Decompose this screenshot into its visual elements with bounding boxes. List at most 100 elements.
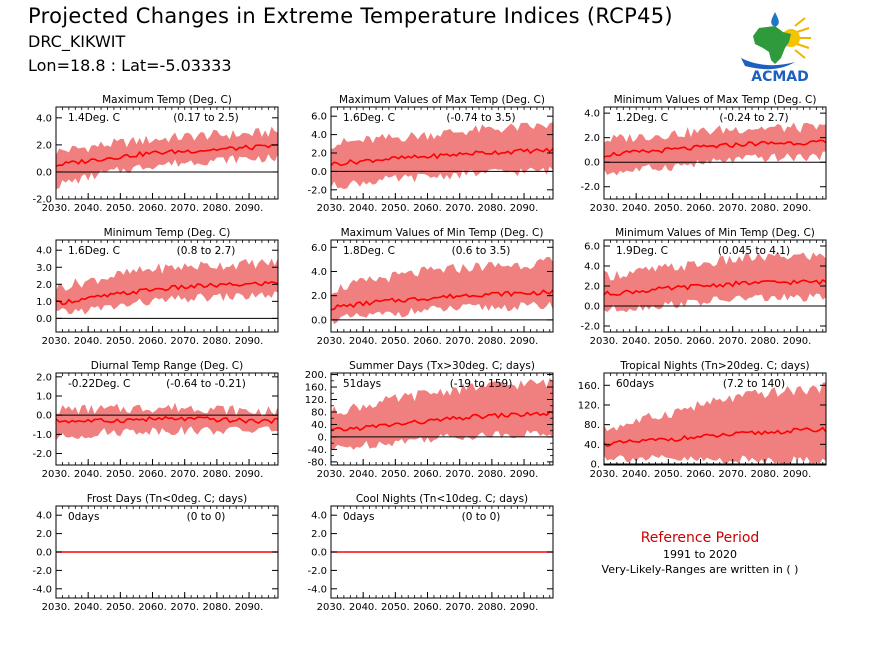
y-tick-label: 4.0 (311, 511, 327, 522)
likely-range-band (331, 377, 553, 450)
y-tick-label: -1.0 (32, 430, 52, 441)
panel-title: Maximum Temp (Deg. C) (102, 94, 232, 106)
x-tick-label: 2080. (203, 469, 232, 480)
x-tick-label: 2040. (349, 203, 378, 214)
reference-box: Reference Period 1991 to 2020 Very-Likel… (580, 530, 820, 576)
x-tick-label: 2030. (590, 203, 619, 214)
y-tick-label: 0.0 (584, 302, 600, 313)
x-tick-label: 2090. (783, 336, 812, 347)
plot-frame (55, 106, 279, 200)
reference-note: Very-Likely-Ranges are written in ( ) (601, 563, 799, 576)
panel-value-label: 51days (343, 378, 381, 390)
station-coordinates: Lon=18.8 : Lat=-5.03333 (28, 56, 232, 75)
plot-frame (330, 239, 554, 333)
x-tick-label: 2080. (751, 203, 780, 214)
y-tick-label: -4.0 (32, 584, 52, 595)
x-tick-label: 2060. (138, 469, 167, 480)
y-tick-label: 0.0 (311, 167, 327, 178)
y-tick-label: 4.0 (36, 246, 52, 257)
x-tick-label: 2050. (654, 336, 683, 347)
reference-title: Reference Period (640, 530, 760, 546)
x-tick-label: 2060. (138, 336, 167, 347)
x-tick-label: 2060. (686, 336, 715, 347)
likely-range-band (604, 251, 826, 313)
x-tick-label: 2090. (783, 469, 812, 480)
x-tick-label: 2040. (74, 602, 103, 613)
x-tick-label: 2040. (622, 469, 651, 480)
y-tick-label: 160. (305, 383, 327, 394)
x-tick-label: 2030. (42, 602, 71, 613)
y-tick-label: 0.0 (584, 158, 600, 169)
page-title: Projected Changes in Extreme Temperature… (28, 4, 673, 28)
x-tick-label: 2070. (718, 336, 747, 347)
y-tick-label: 120. (305, 395, 327, 406)
y-tick-label: 6.0 (311, 243, 327, 254)
x-tick-label: 2080. (751, 336, 780, 347)
x-tick-label: 2080. (478, 602, 507, 613)
panel-title: Frost Days (Tn<0deg. C; days) (87, 493, 247, 505)
y-tick-label: 4.0 (311, 267, 327, 278)
y-tick-label: 0.0 (36, 314, 52, 325)
panel-title: Minimum Values of Max Temp (Deg. C) (614, 94, 817, 106)
y-tick-label: -2.0 (32, 566, 52, 577)
panel-value-label: 0days (343, 511, 374, 523)
panel-dtr: 2030. 2040. 2050. 2060. 2070. 2080. 2090. -2.0 -… (32, 360, 279, 480)
median-line (330, 147, 554, 167)
y-tick-label: 2.0 (36, 372, 52, 383)
plot-frame (55, 372, 279, 466)
x-tick-label: 2030. (590, 336, 619, 347)
likely-range-band (56, 126, 278, 189)
panel-title: Cool Nights (Tn<10deg. C; days) (356, 493, 528, 505)
y-tick-label: 2.0 (36, 280, 52, 291)
x-tick-label: 2090. (510, 203, 539, 214)
y-tick-label: -4.0 (307, 584, 327, 595)
x-tick-label: 2080. (478, 336, 507, 347)
panel-tn-mean: 2030. 2040. 2050. 2060. 2070. 2080. 2090. 0.0 1.… (36, 227, 279, 347)
x-tick-label: 2080. (751, 469, 780, 480)
panel-title: Maximum Values of Min Temp (Deg. C) (341, 227, 544, 239)
y-tick-label: 6.0 (584, 242, 600, 253)
x-tick-label: 2040. (74, 469, 103, 480)
y-tick-label: 0. (317, 432, 327, 443)
x-tick-label: 2040. (74, 203, 103, 214)
x-tick-label: 2050. (381, 203, 410, 214)
x-tick-label: 2040. (349, 602, 378, 613)
x-tick-label: 2090. (235, 469, 264, 480)
panel-value-label: 1.9Deg. C (616, 245, 668, 257)
x-tick-label: 2070. (170, 203, 199, 214)
x-tick-label: 2070. (170, 336, 199, 347)
median-line (330, 411, 554, 432)
panel-tnn: 2030. 2040. 2050. 2060. 2070. 2080. 2090. -2.0 0… (580, 227, 827, 347)
x-tick-label: 2060. (138, 602, 167, 613)
panel-tn10p: 2030. 2040. 2050. 2060. 2070. 2080. 2090. -4.0 -… (307, 493, 554, 613)
likely-range-band (56, 402, 278, 441)
panel-title: Tropical Nights (Tn>20deg. C; days) (619, 360, 809, 372)
y-tick-label: 0.0 (311, 315, 327, 326)
x-tick-label: 2070. (445, 203, 474, 214)
x-tick-label: 2030. (317, 336, 346, 347)
x-tick-label: 2050. (654, 203, 683, 214)
x-tick-label: 2060. (138, 203, 167, 214)
median-line (55, 415, 279, 425)
median-line (603, 279, 827, 296)
panel-txn: 2030. 2040. 2050. 2060. 2070. 2080. 2090. -2.0 0… (580, 94, 827, 214)
panel-title: Minimum Values of Min Temp (Deg. C) (615, 227, 815, 239)
x-tick-label: 2090. (235, 602, 264, 613)
x-tick-label: 2030. (317, 602, 346, 613)
y-tick-label: 4.0 (584, 109, 600, 120)
y-tick-label: 2.0 (311, 529, 327, 540)
x-tick-label: 2070. (445, 602, 474, 613)
x-tick-label: 2070. (445, 336, 474, 347)
x-tick-label: 2090. (510, 336, 539, 347)
panel-title: Maximum Values of Max Temp (Deg. C) (339, 94, 545, 106)
x-tick-label: 2080. (203, 602, 232, 613)
median-line (330, 289, 554, 311)
panel-range-label: (-0.24 to 2.7) (719, 112, 788, 124)
panel-range-label: (-0.74 to 3.5) (446, 112, 515, 124)
x-tick-label: 2070. (718, 469, 747, 480)
panel-title: Minimum Temp (Deg. C) (104, 227, 231, 239)
y-tick-label: 0.0 (36, 548, 52, 559)
x-tick-label: 2050. (654, 469, 683, 480)
y-tick-label: 2.0 (36, 529, 52, 540)
